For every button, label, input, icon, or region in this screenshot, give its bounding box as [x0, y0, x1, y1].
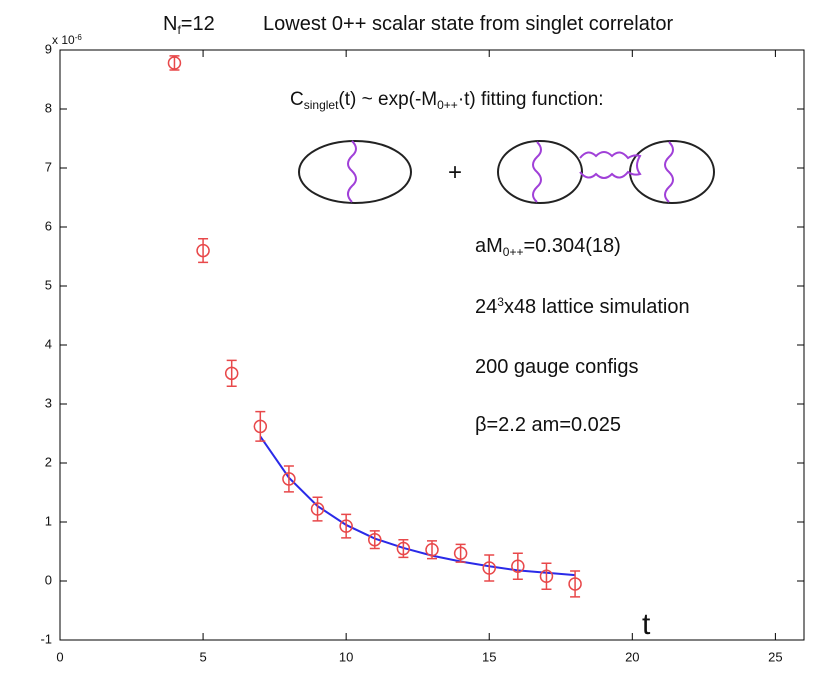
annotation-part: C — [290, 89, 304, 110]
annotation-part: 0++ — [503, 245, 524, 259]
error-bar — [226, 359, 237, 388]
annotation: Csinglet(t) ~ exp(-M0++·t) fitting funct… — [290, 89, 604, 112]
x-tick-label: 0 — [56, 649, 63, 664]
loop — [629, 140, 715, 204]
annotation: + — [448, 159, 462, 186]
annotation-part: (t) ~ exp(-M — [338, 89, 437, 110]
gluon-lines — [347, 140, 674, 203]
x-tick-label: 5 — [199, 649, 206, 664]
annotation-part: + — [448, 159, 462, 186]
annotation-part: 0++ — [437, 98, 458, 112]
annotation-part: aM — [475, 235, 503, 257]
annotation: 243x48 lattice simulation — [475, 295, 690, 318]
y-scale-label: x 10-6 — [52, 33, 82, 48]
annotation: t — [642, 608, 651, 641]
y-tick-label: 9 — [45, 41, 52, 56]
data-point — [368, 532, 382, 547]
error-bar — [312, 496, 323, 522]
x-tick-label: 10 — [339, 649, 353, 664]
y-tick-label: 5 — [45, 277, 52, 292]
data-point — [425, 542, 439, 557]
y-tick-label: 2 — [45, 454, 52, 469]
annotation: Lowest 0++ scalar state from singlet cor… — [263, 13, 674, 35]
scale-base: x 10 — [52, 33, 75, 47]
data-point — [539, 569, 554, 584]
wavy-line — [579, 151, 642, 179]
y-tick-label: 0 — [45, 572, 52, 587]
annotation-part: 3 — [497, 295, 504, 309]
data-point — [482, 561, 496, 575]
x-tick-label: 25 — [768, 649, 782, 664]
y-tick-label: 4 — [45, 336, 52, 351]
data-point — [167, 56, 182, 70]
scale-exponent: -6 — [75, 33, 83, 42]
data-point — [511, 559, 525, 573]
annotation-part: x48 lattice simulation — [504, 296, 690, 318]
annotation-part: N — [163, 13, 177, 35]
y-tick-label: -1 — [40, 631, 52, 646]
annotation: aM0++=0.304(18) — [475, 235, 621, 259]
error-bar — [341, 513, 352, 539]
annotation-part: β=2.2 am=0.025 — [475, 414, 621, 436]
wavy-line — [664, 141, 674, 203]
fit-line — [259, 435, 576, 577]
y-tick-label: 1 — [45, 513, 52, 528]
y-tick-label: 6 — [45, 218, 52, 233]
data-point — [453, 546, 468, 561]
annotation: Nf=12 — [163, 13, 215, 37]
annotation-part: ·t) fitting function: — [458, 89, 604, 110]
y-tick-label: 8 — [45, 100, 52, 115]
wavy-line — [347, 140, 357, 203]
data-point — [310, 502, 325, 516]
data-point — [224, 366, 239, 381]
annotation-part: t — [642, 608, 651, 641]
error-bar — [541, 562, 552, 591]
data-point — [282, 472, 296, 486]
annotation: 200 gauge configs — [475, 356, 638, 378]
x-tick-label: 20 — [625, 649, 639, 664]
error-bar — [512, 552, 523, 580]
error-bar — [169, 55, 180, 71]
annotation-part: =0.304(18) — [524, 235, 621, 257]
y-tick-label: 7 — [45, 159, 52, 174]
loop — [298, 140, 412, 204]
y-tick-label: 3 — [45, 395, 52, 410]
annotation-part: f — [177, 23, 181, 37]
error-bar — [283, 465, 294, 493]
data-point — [339, 519, 353, 533]
data-point — [396, 541, 411, 556]
data-point — [196, 243, 210, 258]
annotation-part: =12 — [181, 13, 215, 35]
loop — [497, 140, 583, 204]
error-bar — [255, 410, 266, 442]
x-tick-label: 15 — [482, 649, 496, 664]
annotation-part: singlet — [304, 98, 339, 112]
error-bar — [570, 570, 581, 598]
error-bar — [484, 554, 495, 582]
error-bar — [198, 238, 209, 264]
data-point — [568, 577, 582, 591]
annotation-part: 24 — [475, 296, 497, 318]
annotation-part: 200 gauge configs — [475, 356, 638, 378]
annotation-part: Lowest 0++ scalar state from singlet cor… — [263, 13, 674, 35]
diagram — [298, 140, 715, 204]
data-point — [253, 419, 268, 434]
wavy-line — [532, 141, 542, 203]
annotation: β=2.2 am=0.025 — [475, 414, 621, 436]
